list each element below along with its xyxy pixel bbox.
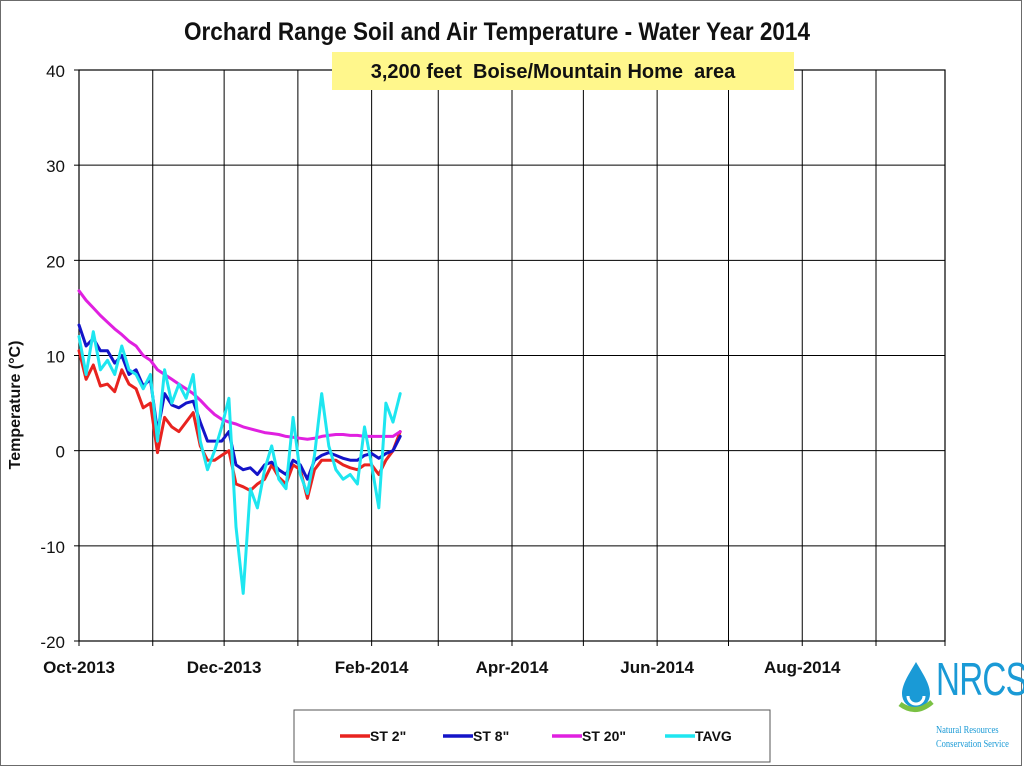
legend-label: ST 8" [473, 728, 509, 744]
nrcs-subtitle-line-2: Conservation Service [936, 739, 1009, 750]
y-tick-label: 0 [56, 443, 65, 462]
series-line [77, 323, 402, 481]
y-tick-label: 30 [46, 157, 65, 176]
grid-layer [78, 69, 946, 642]
tick-layer: -20 -10 0 10 20 30 40 Oct-2013 Dec-2013 Feb-2014 A… [40, 62, 946, 677]
x-tick-label: Jun-2014 [620, 658, 694, 677]
x-tick-label: Apr-2014 [476, 658, 549, 677]
nrcs-logo: NRCS Natural Resources Conservation Serv… [896, 652, 1024, 758]
y-tick-label: 10 [46, 348, 65, 367]
chart-annotation: 3,200 feet Boise/Mountain Home area [371, 61, 736, 83]
x-tick-label: Feb-2014 [335, 658, 409, 677]
nrcs-wordmark: NRCS [936, 653, 1024, 705]
x-tick-label: Oct-2013 [43, 658, 115, 677]
series-line [77, 330, 402, 595]
nrcs-subtitle-line-1: Natural Resources [936, 725, 999, 736]
y-tick-label: 20 [46, 252, 65, 271]
legend-label: TAVG [695, 728, 732, 744]
y-tick-label: -20 [40, 633, 65, 652]
y-tick-label: -10 [40, 538, 65, 557]
y-tick-label: 40 [46, 62, 65, 81]
x-tick-label: Aug-2014 [764, 658, 841, 677]
legend-label: ST 20" [582, 728, 626, 744]
series-line [77, 289, 402, 441]
y-axis-label: Temperature (°C) [7, 341, 24, 470]
series-layer [77, 289, 402, 595]
legend: ST 2" ST 8" ST 20" TAVG [340, 728, 732, 744]
x-tick-label: Dec-2013 [187, 658, 262, 677]
series-line [77, 349, 402, 500]
annotation-box [332, 52, 794, 90]
water-drop-icon [898, 662, 934, 712]
legend-label: ST 2" [370, 728, 406, 744]
chart-title: Orchard Range Soil and Air Temperature -… [184, 18, 810, 46]
